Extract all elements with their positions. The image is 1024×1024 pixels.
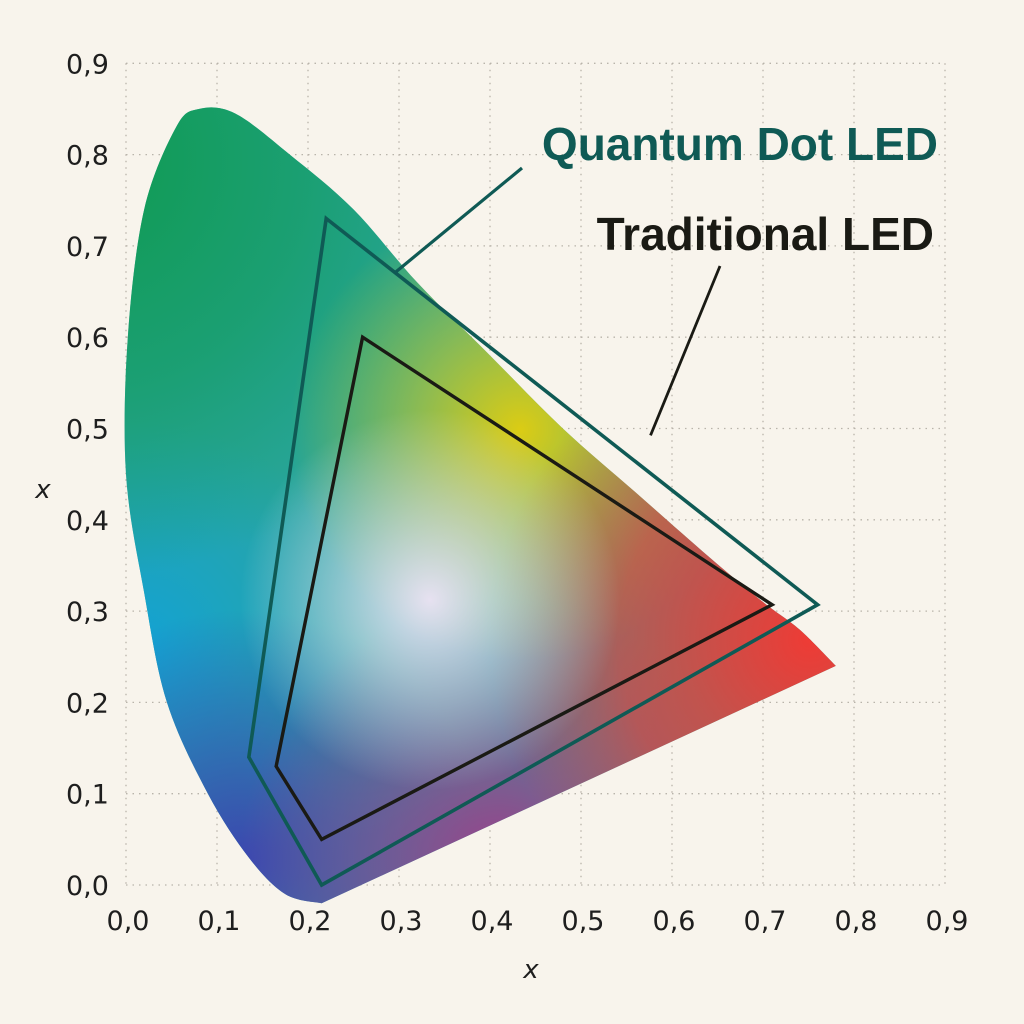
y-axis-ticks: 0,0 0,1 0,2 0,3 0,4 0,5 0,6 0,7 0,8 0,9 (66, 49, 109, 902)
y-tick-label: 0,6 (66, 323, 109, 354)
y-tick-label: 0,2 (66, 688, 109, 719)
x-tick-label: 0,9 (926, 906, 969, 937)
x-tick-label: 0,1 (198, 906, 241, 937)
y-tick-label: 0,8 (66, 141, 109, 172)
x-tick-label: 0,7 (744, 906, 787, 937)
x-tick-label: 0,6 (653, 906, 696, 937)
y-tick-label: 0,7 (66, 232, 109, 263)
x-axis-ticks: 0,0 0,1 0,2 0,3 0,4 0,5 0,6 0,7 0,8 0,9 (107, 906, 969, 937)
x-tick-label: 0,2 (289, 906, 332, 937)
y-tick-label: 0,4 (66, 506, 109, 537)
y-axis-label: x (34, 475, 51, 505)
quantum-dot-led-leader-line (393, 166, 524, 274)
x-tick-label: 0,3 (380, 906, 423, 937)
y-tick-label: 0,0 (66, 871, 109, 902)
y-tick-label: 0,5 (66, 415, 109, 446)
gamut-triangles (246, 215, 821, 888)
x-tick-label: 0,4 (471, 906, 514, 937)
traditional-led-label: Traditional LED (597, 208, 934, 260)
gamut-polygon-quantum-dot-led (246, 215, 821, 888)
x-tick-label: 0,8 (835, 906, 878, 937)
y-tick-label: 0,9 (66, 49, 109, 80)
x-tick-label: 0,0 (107, 906, 150, 937)
x-tick-label: 0,5 (562, 906, 605, 937)
traditional-led-leader-line (649, 265, 722, 436)
y-tick-label: 0,1 (66, 780, 109, 811)
x-axis-label: x (522, 955, 539, 985)
quantum-dot-led-label: Quantum Dot LED (542, 118, 938, 170)
gamut-polygon-traditional-led (274, 334, 776, 842)
label-leader-lines (393, 166, 722, 436)
y-tick-label: 0,3 (66, 597, 109, 628)
